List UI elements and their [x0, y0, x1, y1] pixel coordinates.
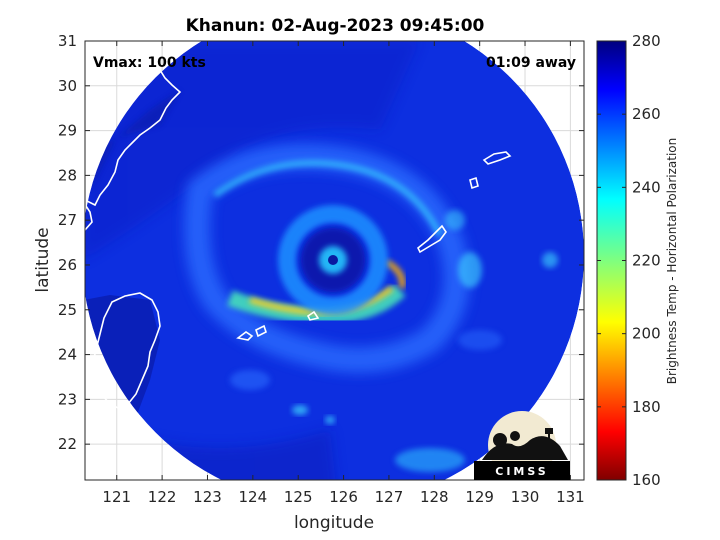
y-axis-label: latitude: [33, 227, 53, 292]
y-tick-label: 22: [58, 435, 77, 453]
taiwan-coast: [91, 292, 161, 409]
colorbar-tick-label: 220: [632, 252, 661, 270]
x-tick-label: 127: [375, 488, 404, 506]
time-away-annotation: 01:09 away: [486, 55, 576, 71]
y-tick-label: 30: [58, 77, 77, 95]
x-tick-label: 122: [148, 488, 177, 506]
x-tick-label: 129: [465, 488, 494, 506]
colorbar: [596, 40, 627, 481]
x-tick-label: 130: [511, 488, 540, 506]
chart-title: Khanun: 02-Aug-2023 09:45:00: [186, 16, 485, 36]
y-tick-label: 24: [58, 346, 77, 364]
colorbar-tick-label: 280: [632, 32, 661, 50]
okinawa-coast: [416, 224, 447, 254]
y-tick-label: 27: [58, 211, 77, 229]
colorbar-tick-label: 200: [632, 325, 661, 343]
colorbar-label: Brightness Temp - Horizontal Polarizatio…: [665, 138, 679, 385]
y-tick-label: 29: [58, 122, 77, 140]
y-tick-label: 31: [58, 32, 77, 50]
x-tick-label: 123: [193, 488, 222, 506]
x-tick-label: 126: [329, 488, 358, 506]
colorbar-tick-label: 240: [632, 178, 661, 196]
colorbar-tick-label: 180: [632, 398, 661, 416]
coastlines: [85, 41, 512, 409]
x-tick-label: 131: [556, 488, 585, 506]
x-tick-label: 125: [284, 488, 313, 506]
microwave-swath: [85, 41, 584, 480]
y-tick-label: 23: [58, 390, 77, 408]
colorbar-tick-label: 160: [632, 471, 661, 489]
x-axis-label: longitude: [294, 513, 374, 533]
china-coast: [85, 41, 182, 207]
y-tick-label: 26: [58, 256, 77, 274]
x-tick-label: 121: [102, 488, 131, 506]
colorbar-tick-label: 260: [632, 105, 661, 123]
vmax-annotation: Vmax: 100 kts: [93, 55, 206, 71]
colorbar-ticks: 280 260 240 220 200 180 160: [597, 32, 661, 489]
logo-bar: [474, 461, 570, 480]
y-tick-label: 28: [58, 166, 77, 184]
cimss-logo: CIMSS: [474, 411, 570, 480]
y-tick-label: 25: [58, 301, 77, 319]
x-tick-label: 124: [239, 488, 268, 506]
plot-frame: [84, 40, 585, 481]
x-tick-label: 128: [420, 488, 449, 506]
logo-text: CIMSS: [495, 465, 548, 478]
x-tick-labels: 121 122 123 124 125 126 127 128 129 130 131: [102, 488, 584, 506]
y-tick-labels: 31 30 29 28 27 26 25 24 23 22: [58, 32, 77, 453]
